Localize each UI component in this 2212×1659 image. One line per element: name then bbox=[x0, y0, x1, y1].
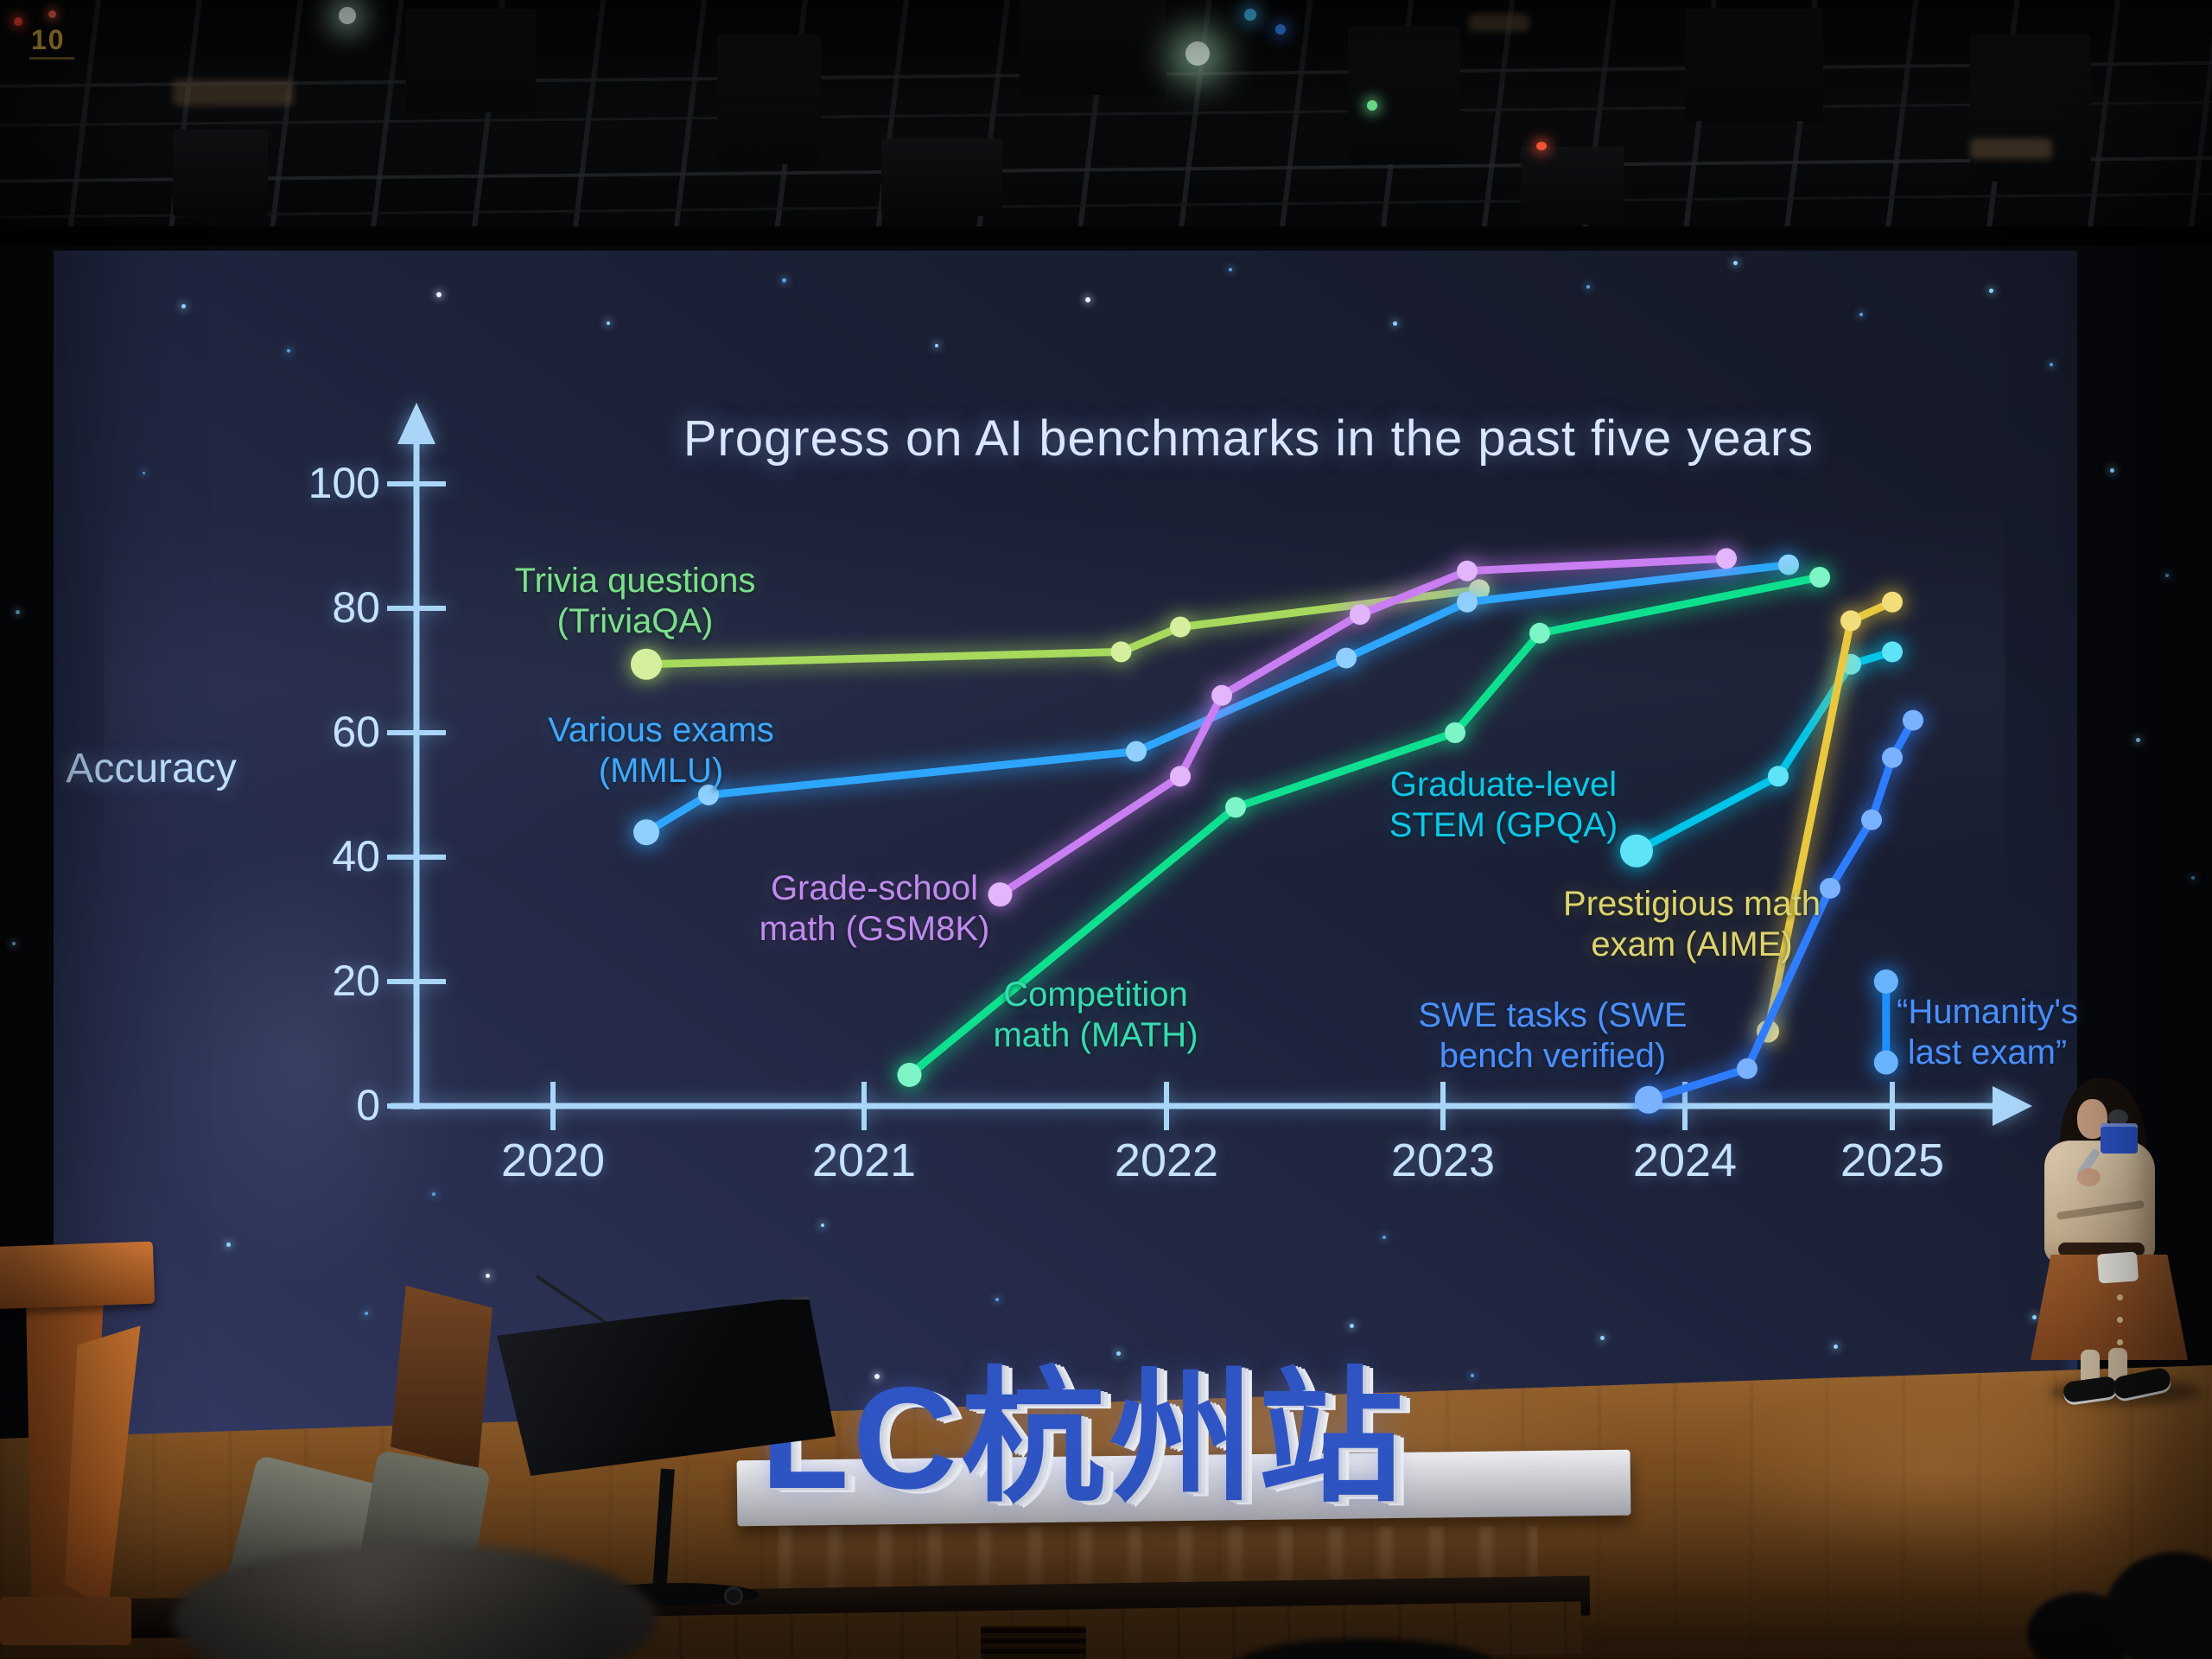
star-light bbox=[16, 610, 20, 614]
star-light bbox=[181, 304, 186, 308]
floor-light-pool bbox=[1711, 1382, 2160, 1555]
rigging-fixture bbox=[173, 130, 268, 216]
star-light bbox=[1586, 285, 1590, 289]
warm-light-streak bbox=[1970, 138, 2052, 159]
podium-top bbox=[0, 1241, 156, 1310]
star-light bbox=[874, 1374, 880, 1379]
star-light bbox=[2032, 1315, 2037, 1319]
star-light bbox=[2165, 574, 2169, 577]
star-light bbox=[782, 278, 786, 283]
star-light bbox=[143, 472, 145, 474]
star-light bbox=[486, 1274, 490, 1278]
rig-light-red bbox=[48, 10, 56, 18]
microphone-flag-cube bbox=[2101, 1123, 2138, 1154]
rigging-fixture bbox=[1970, 35, 2091, 181]
warm-light-streak bbox=[173, 79, 294, 105]
star-light bbox=[2050, 363, 2053, 366]
stage-rigging: 10 bbox=[0, 0, 2212, 259]
microphone-head bbox=[2108, 1109, 2128, 1126]
music-stand-wheel bbox=[724, 1586, 743, 1605]
star-light bbox=[995, 1298, 999, 1301]
star-light bbox=[1471, 1374, 1474, 1377]
skirt-button bbox=[2117, 1294, 2123, 1300]
podium-base bbox=[0, 1597, 131, 1645]
skirt-button bbox=[2117, 1339, 2123, 1345]
star-light bbox=[287, 349, 290, 353]
rigging-fixture bbox=[1685, 9, 1823, 121]
rig-light-red bbox=[14, 17, 22, 26]
star-light bbox=[436, 292, 442, 297]
rigging-fixture bbox=[1348, 26, 1460, 164]
rigging-fixture bbox=[1020, 0, 1166, 95]
rig-light-red bbox=[1536, 142, 1547, 150]
star-light bbox=[935, 344, 938, 347]
star-light bbox=[1393, 321, 1397, 326]
star-light bbox=[821, 1224, 824, 1227]
spotlight bbox=[1185, 41, 1210, 66]
rig-light-green bbox=[1367, 100, 1377, 111]
rigging-fixture bbox=[717, 35, 821, 164]
truss-number-sign: 10 bbox=[31, 24, 66, 55]
sign-text: LC杭州站 bbox=[760, 1357, 1407, 1519]
audience-head bbox=[173, 1543, 657, 1659]
spotlight bbox=[339, 7, 356, 24]
star-light bbox=[1229, 1393, 1232, 1396]
star-light bbox=[1859, 313, 1863, 316]
skirt-button bbox=[2117, 1317, 2123, 1323]
truss-number-underline bbox=[29, 57, 74, 60]
star-light bbox=[12, 942, 16, 945]
star-light bbox=[1116, 1351, 1121, 1356]
warm-light-streak bbox=[1469, 14, 1529, 31]
star-light bbox=[1350, 1324, 1354, 1328]
star-light bbox=[2136, 738, 2140, 742]
presenter-badge bbox=[2096, 1251, 2139, 1284]
star-light bbox=[1382, 1236, 1386, 1239]
star-light bbox=[432, 1192, 435, 1196]
rig-light-blue bbox=[1275, 24, 1286, 35]
stage-vent-grille bbox=[981, 1626, 1086, 1659]
star-light bbox=[1229, 268, 1232, 271]
star-light bbox=[1989, 289, 1993, 293]
star-light bbox=[2191, 876, 2195, 880]
monitor-wedge bbox=[391, 1286, 493, 1469]
star-light bbox=[2110, 468, 2114, 473]
led-backdrop bbox=[0, 245, 2212, 1440]
star-light bbox=[1834, 1344, 1838, 1349]
star-light bbox=[226, 1243, 231, 1247]
presenter-hand bbox=[2077, 1168, 2101, 1186]
rigging-fixture bbox=[406, 9, 536, 112]
star-light bbox=[607, 321, 610, 325]
rigging-fixture bbox=[881, 138, 1002, 216]
star-light bbox=[1733, 261, 1738, 265]
star-light bbox=[1085, 297, 1090, 302]
rigging-fixture bbox=[1521, 147, 1624, 225]
star-light bbox=[1600, 1336, 1605, 1340]
rig-light-cyan bbox=[1244, 9, 1256, 21]
star-light bbox=[365, 1312, 368, 1315]
